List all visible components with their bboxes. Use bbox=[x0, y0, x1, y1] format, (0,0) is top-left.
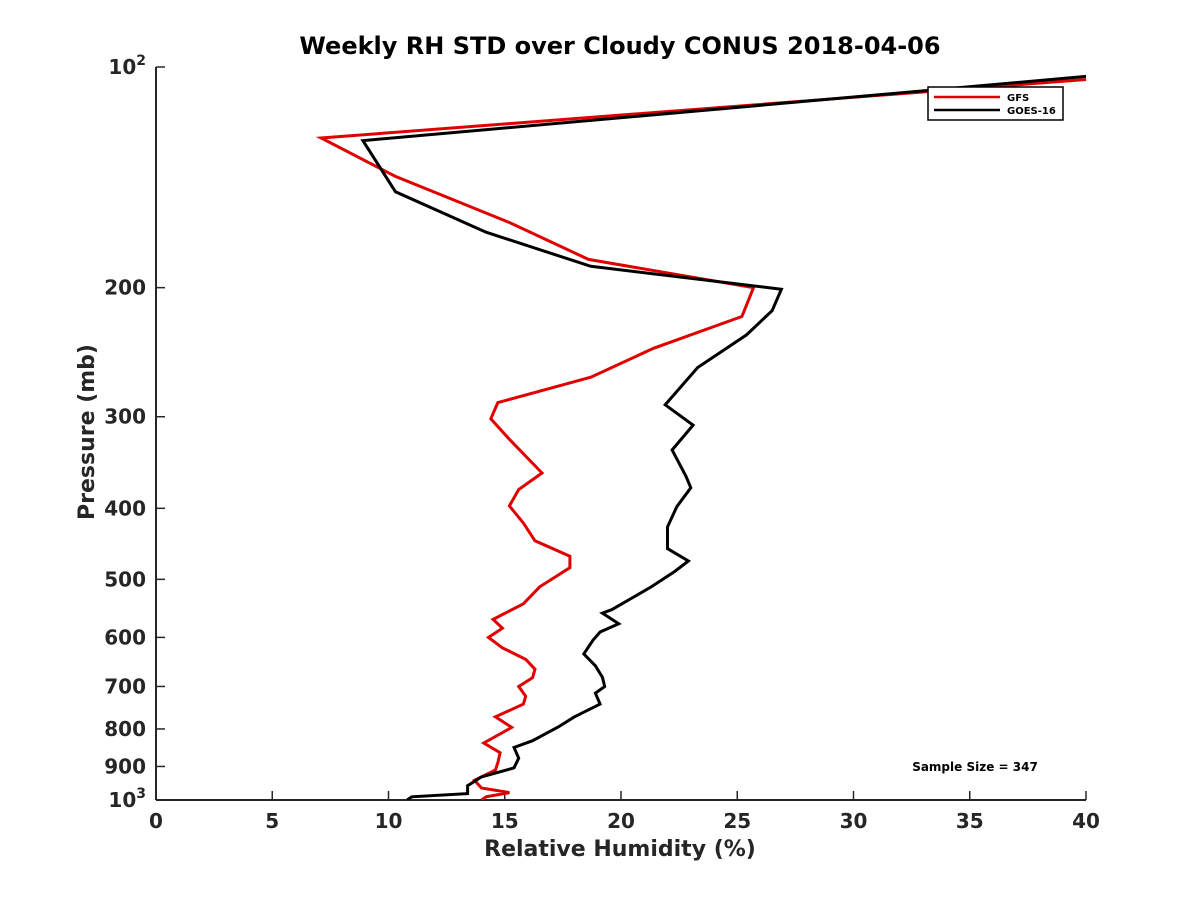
x-tick-label: 35 bbox=[956, 809, 984, 833]
x-tick-label: 5 bbox=[265, 809, 279, 833]
x-tick-label: 40 bbox=[1072, 809, 1100, 833]
y-tick-label: 800 bbox=[104, 717, 146, 741]
y-tick-label: 400 bbox=[104, 496, 146, 520]
y-tick-label: 700 bbox=[104, 674, 146, 698]
x-tick-label: 30 bbox=[840, 809, 868, 833]
y-tick-label: 102 bbox=[108, 53, 146, 79]
y-tick-label: 900 bbox=[104, 754, 146, 778]
series-layer bbox=[315, 74, 1086, 800]
x-axis-label: Relative Humidity (%) bbox=[484, 837, 756, 862]
series-line-goes-16 bbox=[360, 74, 1086, 800]
axes: 0 5 10 15 20 25 30 35 40 102 200 300 400 500 600 700 800… bbox=[104, 53, 1100, 833]
x-tick-label: 10 bbox=[375, 809, 403, 833]
sample-size-annotation: Sample Size = 347 bbox=[912, 760, 1038, 774]
legend: GFS GOES-16 bbox=[927, 86, 1064, 121]
series-line-gfs bbox=[315, 78, 1086, 800]
y-axis-label: Pressure (mb) bbox=[75, 344, 100, 520]
y-tick-label: 103 bbox=[108, 786, 146, 812]
legend-box bbox=[927, 86, 1064, 121]
y-tick-label: 200 bbox=[104, 276, 146, 300]
x-tick-label: 20 bbox=[607, 809, 635, 833]
chart-title: Weekly RH STD over Cloudy CONUS 2018-04-… bbox=[299, 32, 940, 60]
y-tick-label: 500 bbox=[104, 567, 146, 591]
x-tick-label: 25 bbox=[723, 809, 751, 833]
legend-label: GFS bbox=[1007, 93, 1029, 104]
y-tick-label: 300 bbox=[104, 405, 146, 429]
x-tick-label: 15 bbox=[491, 809, 519, 833]
legend-label: GOES-16 bbox=[1007, 106, 1056, 117]
y-tick-label: 600 bbox=[104, 625, 146, 649]
x-tick-label: 0 bbox=[149, 809, 163, 833]
